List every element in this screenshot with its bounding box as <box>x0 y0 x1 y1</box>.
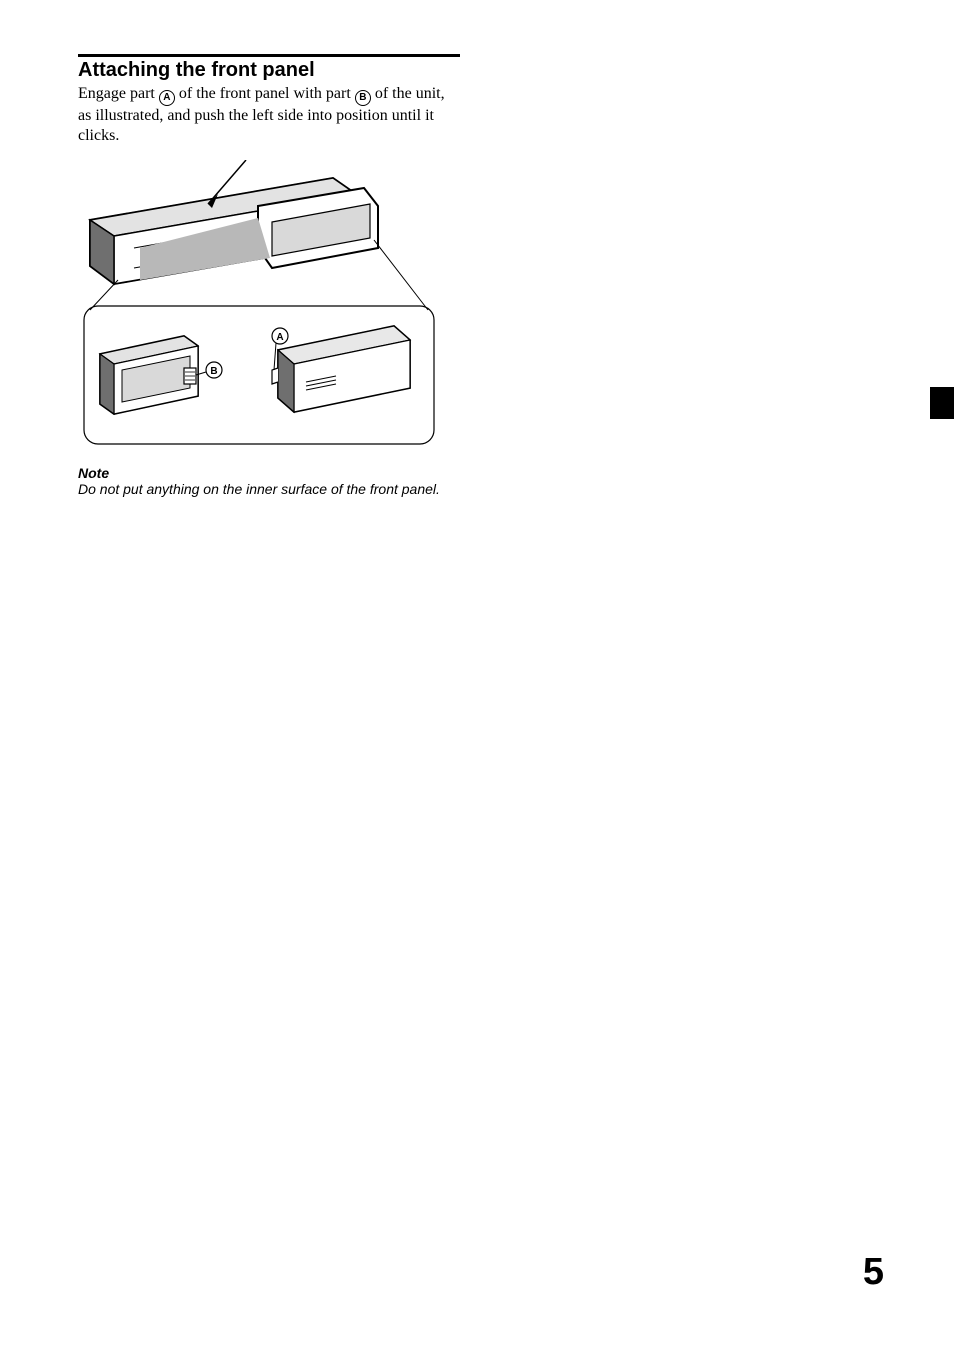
zoom-line-right <box>374 240 428 310</box>
edge-tab <box>930 387 954 419</box>
section-heading: Attaching the front panel <box>78 59 460 82</box>
svg-text:A: A <box>276 332 283 343</box>
section-body: Engage part A of the front panel with pa… <box>78 84 460 146</box>
svg-text:B: B <box>210 366 217 377</box>
assembled-unit <box>90 160 378 284</box>
circled-b-inline: B <box>355 90 371 106</box>
note-text: Do not put anything on the inner surface… <box>78 481 460 499</box>
attach-panel-diagram: A B <box>78 160 440 450</box>
circled-a-inline: A <box>159 90 175 106</box>
section-rule <box>78 54 460 57</box>
body-text-prefix: Engage part <box>78 85 159 102</box>
note-heading: Note <box>78 465 460 481</box>
page-number: 5 <box>863 1251 884 1294</box>
body-text-mid: of the front panel with part <box>175 85 355 102</box>
